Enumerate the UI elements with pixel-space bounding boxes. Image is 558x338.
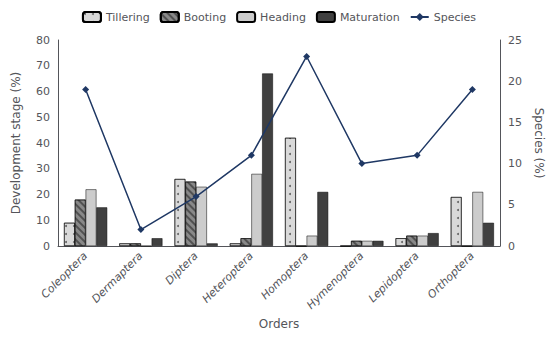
svg-text:30: 30	[36, 162, 50, 175]
svg-text:25: 25	[508, 34, 522, 47]
svg-text:Homoptera: Homoptera	[258, 249, 311, 302]
svg-text:Maturation: Maturation	[340, 11, 400, 24]
svg-text:Tillering: Tillering	[105, 11, 150, 24]
svg-text:0: 0	[508, 240, 515, 253]
svg-text:Species (%): Species (%)	[532, 108, 546, 179]
svg-text:Species: Species	[434, 11, 477, 24]
svg-text:5: 5	[508, 198, 515, 211]
svg-text:Development stage (%): Development stage (%)	[9, 72, 23, 215]
svg-text:80: 80	[36, 34, 50, 47]
svg-text:70: 70	[36, 59, 50, 72]
svg-text:20: 20	[508, 75, 522, 88]
svg-text:Dermaptera: Dermaptera	[89, 249, 145, 305]
svg-text:40: 40	[36, 137, 50, 150]
svg-text:Heading: Heading	[260, 11, 306, 24]
svg-text:Booting: Booting	[184, 11, 226, 24]
svg-text:Diptera: Diptera	[163, 249, 201, 287]
svg-text:20: 20	[36, 188, 50, 201]
svg-text:50: 50	[36, 111, 50, 124]
svg-text:Hymenoptera: Hymenoptera	[304, 249, 366, 311]
svg-text:0: 0	[43, 240, 50, 253]
svg-text:10: 10	[508, 157, 522, 170]
svg-text:Coleoptera: Coleoptera	[38, 249, 90, 301]
svg-text:Heteroptera: Heteroptera	[200, 249, 256, 305]
svg-text:Orders: Orders	[259, 317, 299, 331]
svg-text:Orthoptera: Orthoptera	[425, 249, 477, 301]
svg-text:60: 60	[36, 85, 50, 98]
svg-text:15: 15	[508, 116, 522, 129]
svg-text:10: 10	[36, 214, 50, 227]
svg-text:Lepidoptera: Lepidoptera	[366, 249, 422, 305]
